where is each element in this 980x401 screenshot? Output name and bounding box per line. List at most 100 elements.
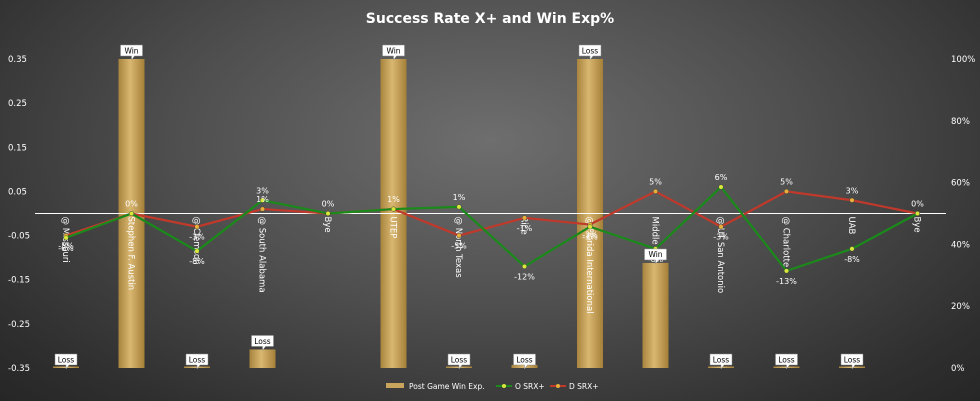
o-srx-point (915, 210, 921, 216)
left-axis-tick: 0.25 (8, 99, 27, 109)
outcome-callout-text: Win (124, 46, 138, 55)
outcome-callout (775, 353, 798, 370)
right-axis-tick: 40% (951, 240, 970, 250)
d-srx-data-label: -2% (582, 231, 598, 240)
legend-swatch-win-exp (386, 383, 404, 388)
left-axis-tick: 0.05 (8, 187, 27, 197)
category-label: Rice (519, 217, 529, 235)
left-axis-tick: -0.25 (8, 320, 30, 330)
left-axis-tick: -0.35 (8, 364, 30, 374)
o-srx-data-label: -8% (844, 255, 860, 264)
d-srx-point (522, 215, 528, 221)
category-label: @ South Alabama (257, 217, 267, 293)
d-srx-data-label: 5% (780, 177, 793, 186)
outcome-callout-text: Win (648, 250, 662, 259)
left-axis-tick: 0.15 (8, 143, 27, 153)
outcome-callout (644, 248, 667, 265)
o-srx-data-label: 1% (453, 193, 466, 202)
outcome-callout (447, 353, 471, 370)
outcome-callout (840, 353, 864, 370)
category-label: Bye (912, 217, 922, 233)
o-srx-data-label: 1% (387, 195, 400, 204)
category-label: @ North Texas (453, 217, 463, 279)
outcome-callout (578, 44, 602, 61)
o-srx-point (849, 246, 855, 252)
outcome-callout-text: Win (386, 46, 400, 55)
outcome-callout-text: Loss (451, 355, 468, 364)
outcome-callout (185, 353, 209, 370)
legend-label-d-srx: D SRX+ (569, 382, 599, 391)
legend-label-win-exp: Post Game Win Exp. (409, 382, 485, 391)
category-label: @ Florida International (584, 217, 594, 314)
category-label: @ Clemson (191, 217, 201, 265)
bar-win-exp (642, 262, 669, 368)
outcome-callout (251, 335, 274, 352)
d-srx-data-label: 5% (649, 177, 662, 186)
outcome-callout-text: Loss (582, 46, 599, 55)
outcome-callout (120, 44, 143, 61)
o-srx-data-label: -3% (582, 233, 598, 242)
right-axis-tick: 20% (951, 302, 970, 312)
category-label: UTEP (388, 217, 398, 239)
category-label: Stephen F. Austin (126, 217, 136, 291)
o-srx-data-label: -6% (58, 244, 74, 253)
outcome-callout (54, 353, 78, 370)
d-srx-data-label: 3% (846, 186, 859, 195)
d-srx-point (784, 188, 790, 194)
o-srx-data-label: 0% (322, 200, 335, 209)
outcome-callout (382, 44, 405, 61)
right-axis-tick: 80% (951, 117, 970, 127)
left-axis-tick: -0.05 (8, 232, 30, 242)
o-srx-data-label: 0% (125, 200, 138, 209)
right-axis-tick: 100% (951, 55, 975, 65)
outcome-callout (513, 353, 536, 370)
o-srx-point (784, 268, 790, 274)
o-srx-point (128, 210, 134, 216)
o-srx-point (325, 210, 331, 216)
outcome-callout-text: Loss (516, 355, 533, 364)
o-srx-data-label: -12% (514, 272, 535, 281)
o-srx-point (456, 204, 462, 210)
d-srx-point (260, 206, 266, 212)
o-srx-data-label: 3% (256, 186, 269, 195)
bar-win-exp (249, 349, 276, 368)
d-srx-point (718, 224, 724, 230)
d-srx-point (194, 224, 200, 230)
o-srx-point (718, 184, 724, 190)
o-srx-point (587, 224, 593, 230)
o-srx-point (63, 235, 69, 241)
d-srx-data-label: -3% (189, 233, 205, 242)
o-srx-point (194, 248, 200, 254)
outcome-callout-text: Loss (713, 355, 730, 364)
category-label: UAB (846, 217, 856, 235)
o-srx-data-label: -13% (776, 277, 797, 286)
o-srx-point (260, 197, 266, 203)
category-label: @ UT San Antonio (715, 217, 725, 294)
d-srx-point (849, 197, 855, 203)
outcome-callout-text: Loss (58, 355, 75, 364)
o-srx-point (391, 206, 397, 212)
o-srx-line (65, 185, 919, 273)
right-axis-tick: 60% (951, 179, 970, 189)
d-srx-data-label: 1% (256, 195, 269, 204)
legend-marker-o-srx (502, 384, 506, 388)
chart-title: Success Rate X+ and Win Exp% (366, 11, 614, 27)
d-srx-line (65, 190, 918, 237)
o-srx-data-label: -8% (189, 257, 205, 266)
outcome-callout (709, 353, 733, 370)
outcome-callout-text: Loss (189, 355, 206, 364)
chart-legend: Post Game Win Exp. O SRX+ D SRX+ (386, 382, 599, 391)
outcome-callout-text: Loss (778, 355, 795, 364)
d-srx-data-label: -5% (451, 242, 467, 251)
d-srx-point (456, 233, 462, 239)
d-srx-data-label: -5% (58, 242, 74, 251)
o-srx-data-label: 0% (911, 200, 924, 209)
outcome-callout-text: Loss (254, 337, 271, 346)
category-label: Middle (650, 217, 660, 245)
right-axis-tick: 0% (951, 364, 965, 374)
o-srx-data-label: 6% (715, 173, 728, 182)
legend-marker-d-srx (556, 384, 560, 388)
left-axis-tick: -0.15 (8, 276, 30, 286)
